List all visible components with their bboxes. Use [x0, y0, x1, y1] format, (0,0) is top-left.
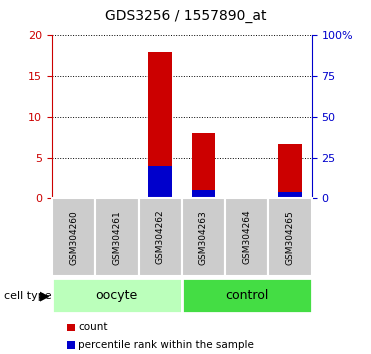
Bar [52, 198, 95, 276]
Bar [278, 144, 302, 198]
Text: GDS3256 / 1557890_at: GDS3256 / 1557890_at [105, 9, 266, 23]
Bar [182, 198, 225, 276]
Text: oocyte: oocyte [96, 289, 138, 302]
Text: count: count [78, 322, 108, 332]
Bar [268, 198, 312, 276]
Bar [148, 166, 172, 198]
Text: cell type: cell type [4, 291, 51, 301]
Text: control: control [225, 289, 268, 302]
Text: GSM304263: GSM304263 [199, 210, 208, 264]
Bar [278, 192, 302, 198]
Text: ▶: ▶ [40, 289, 49, 302]
Text: percentile rank within the sample: percentile rank within the sample [78, 340, 254, 350]
Text: GSM304262: GSM304262 [156, 210, 165, 264]
Bar [191, 190, 215, 198]
Text: GSM304260: GSM304260 [69, 210, 78, 264]
Text: GSM304264: GSM304264 [242, 210, 251, 264]
Bar [148, 52, 172, 198]
Bar [52, 278, 182, 313]
Bar [62, 196, 85, 198]
Bar [182, 278, 312, 313]
Text: GSM304261: GSM304261 [112, 210, 121, 264]
Bar [225, 198, 268, 276]
Bar [62, 197, 85, 198]
Bar [191, 133, 215, 198]
Text: GSM304265: GSM304265 [286, 210, 295, 264]
Bar [95, 198, 138, 276]
Bar [138, 198, 182, 276]
